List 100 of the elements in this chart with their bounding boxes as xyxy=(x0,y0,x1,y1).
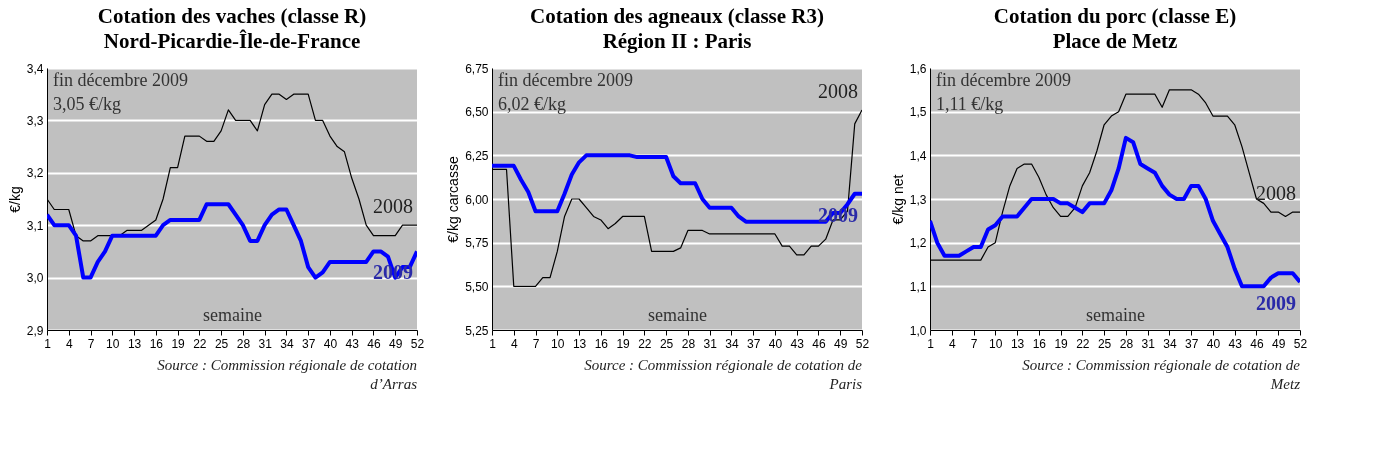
x-tick-label: 40 xyxy=(1206,336,1221,351)
x-tick-label: 22 xyxy=(1076,336,1090,351)
chart-subtitle: Place de Metz xyxy=(1052,29,1178,53)
x-tick-label: 52 xyxy=(1293,336,1308,351)
y-tick-label: 6,00 xyxy=(465,192,489,207)
x-axis-title: semaine xyxy=(648,304,707,325)
x-tick-label: 16 xyxy=(1032,336,1047,351)
annotation: fin décembre 2009 xyxy=(498,70,633,90)
annotation: fin décembre 2009 xyxy=(936,70,1071,90)
y-tick-label: 6,75 xyxy=(465,61,489,76)
series-label: 2009 xyxy=(1256,291,1296,314)
x-tick-label: 22 xyxy=(193,336,207,351)
y-tick-label: 3,4 xyxy=(26,61,44,76)
line-series xyxy=(492,153,862,224)
y-tick-label: 5,50 xyxy=(465,279,489,294)
x-tick-label: 19 xyxy=(171,336,186,351)
x-tick-label: 49 xyxy=(1272,336,1286,351)
x-tick-label: 13 xyxy=(1010,336,1025,351)
y-tick-label: 1,6 xyxy=(909,61,927,76)
y-tick-label: 6,50 xyxy=(465,105,489,120)
x-tick-label: 19 xyxy=(616,336,631,351)
x-tick-label: 28 xyxy=(236,336,251,351)
x-tick-label: 1 xyxy=(927,336,935,351)
chart-title: Cotation des vaches (classe R) xyxy=(97,4,367,28)
y-tick-label: 5,25 xyxy=(465,323,489,338)
x-tick-label: 10 xyxy=(989,336,1003,351)
annotation: 3,05 €/kg xyxy=(53,94,122,114)
y-tick-label: 3,3 xyxy=(26,113,44,128)
y-tick-label: 1,2 xyxy=(909,236,927,251)
x-tick-label: 1 xyxy=(489,336,497,351)
y-tick-label: 3,0 xyxy=(26,271,44,286)
x-tick-label: 1 xyxy=(44,336,52,351)
x-tick-label: 22 xyxy=(638,336,652,351)
x-tick-label: 4 xyxy=(65,336,73,351)
x-tick-label: 40 xyxy=(768,336,783,351)
source-note: Source : Commission régionale de cotation d’Arras xyxy=(157,357,418,392)
x-tick-label: 34 xyxy=(725,336,739,351)
x-tick-label: 49 xyxy=(834,336,848,351)
x-tick-label: 46 xyxy=(1250,336,1264,351)
series-label: 2008 xyxy=(1256,182,1296,205)
x-tick-label: 4 xyxy=(510,336,518,351)
x-tick-label: 46 xyxy=(812,336,826,351)
chart-subtitle: Nord-Picardie-Île-de-France xyxy=(103,29,361,53)
y-tick-label: 1,1 xyxy=(909,279,927,294)
x-tick-label: 13 xyxy=(127,336,142,351)
y-tick-label: 1,4 xyxy=(909,148,927,163)
chart-subtitle: Région II : Paris xyxy=(602,29,752,53)
source-note: Source : Commission régionale de cotation de Metz xyxy=(1022,357,1301,392)
x-axis-title: semaine xyxy=(1086,304,1145,325)
y-axis-title: €/kg xyxy=(6,186,23,213)
annotation: 1,11 €/kg xyxy=(936,94,1004,114)
line-series xyxy=(930,135,1300,289)
x-tick-label: 34 xyxy=(1163,336,1177,351)
x-tick-label: 46 xyxy=(367,336,381,351)
y-tick-label: 1,3 xyxy=(909,192,927,207)
x-axis-title: semaine xyxy=(203,304,262,325)
x-tick-label: 25 xyxy=(1097,336,1112,351)
x-tick-label: 52 xyxy=(410,336,425,351)
source-note: Source : Commission régionale de cotation de Paris xyxy=(584,357,863,392)
x-tick-label: 7 xyxy=(87,336,95,351)
y-tick-label: 1,5 xyxy=(909,105,927,120)
x-tick-label: 10 xyxy=(106,336,120,351)
y-tick-label: 3,2 xyxy=(26,166,44,181)
x-tick-label: 4 xyxy=(948,336,956,351)
y-tick-label: 3,1 xyxy=(26,218,44,233)
x-tick-label: 31 xyxy=(258,336,273,351)
x-tick-label: 31 xyxy=(1141,336,1156,351)
annotation: 6,02 €/kg xyxy=(498,94,567,114)
annotation: fin décembre 2009 xyxy=(53,70,188,90)
x-tick-label: 52 xyxy=(855,336,870,351)
chart-title: Cotation des agneaux (classe R3) xyxy=(530,4,824,28)
x-tick-label: 25 xyxy=(214,336,229,351)
y-tick-label: 2,9 xyxy=(26,323,44,338)
x-tick-label: 31 xyxy=(703,336,718,351)
y-axis-title: €/kg carcasse xyxy=(445,156,462,243)
x-tick-label: 43 xyxy=(1228,336,1243,351)
chart-title: Cotation du porc (classe E) xyxy=(993,4,1237,28)
y-tick-label: 6,25 xyxy=(465,148,489,163)
x-tick-label: 7 xyxy=(970,336,978,351)
x-tick-label: 37 xyxy=(302,336,316,351)
x-tick-label: 10 xyxy=(551,336,565,351)
x-tick-label: 7 xyxy=(532,336,540,351)
x-tick-label: 34 xyxy=(280,336,294,351)
x-tick-label: 40 xyxy=(323,336,338,351)
x-tick-label: 16 xyxy=(594,336,609,351)
x-tick-label: 25 xyxy=(659,336,674,351)
y-axis-title: €/kg net xyxy=(889,174,906,225)
x-tick-label: 43 xyxy=(790,336,805,351)
x-tick-label: 43 xyxy=(345,336,360,351)
series-label: 2008 xyxy=(373,195,413,218)
y-tick-label: 1,0 xyxy=(909,323,927,338)
series-label: 2008 xyxy=(818,79,858,102)
x-tick-label: 13 xyxy=(572,336,587,351)
x-tick-label: 19 xyxy=(1054,336,1069,351)
x-tick-label: 28 xyxy=(681,336,696,351)
x-tick-label: 28 xyxy=(1119,336,1134,351)
x-tick-label: 37 xyxy=(1185,336,1199,351)
x-tick-label: 49 xyxy=(389,336,403,351)
x-tick-label: 16 xyxy=(149,336,164,351)
x-tick-label: 37 xyxy=(747,336,761,351)
